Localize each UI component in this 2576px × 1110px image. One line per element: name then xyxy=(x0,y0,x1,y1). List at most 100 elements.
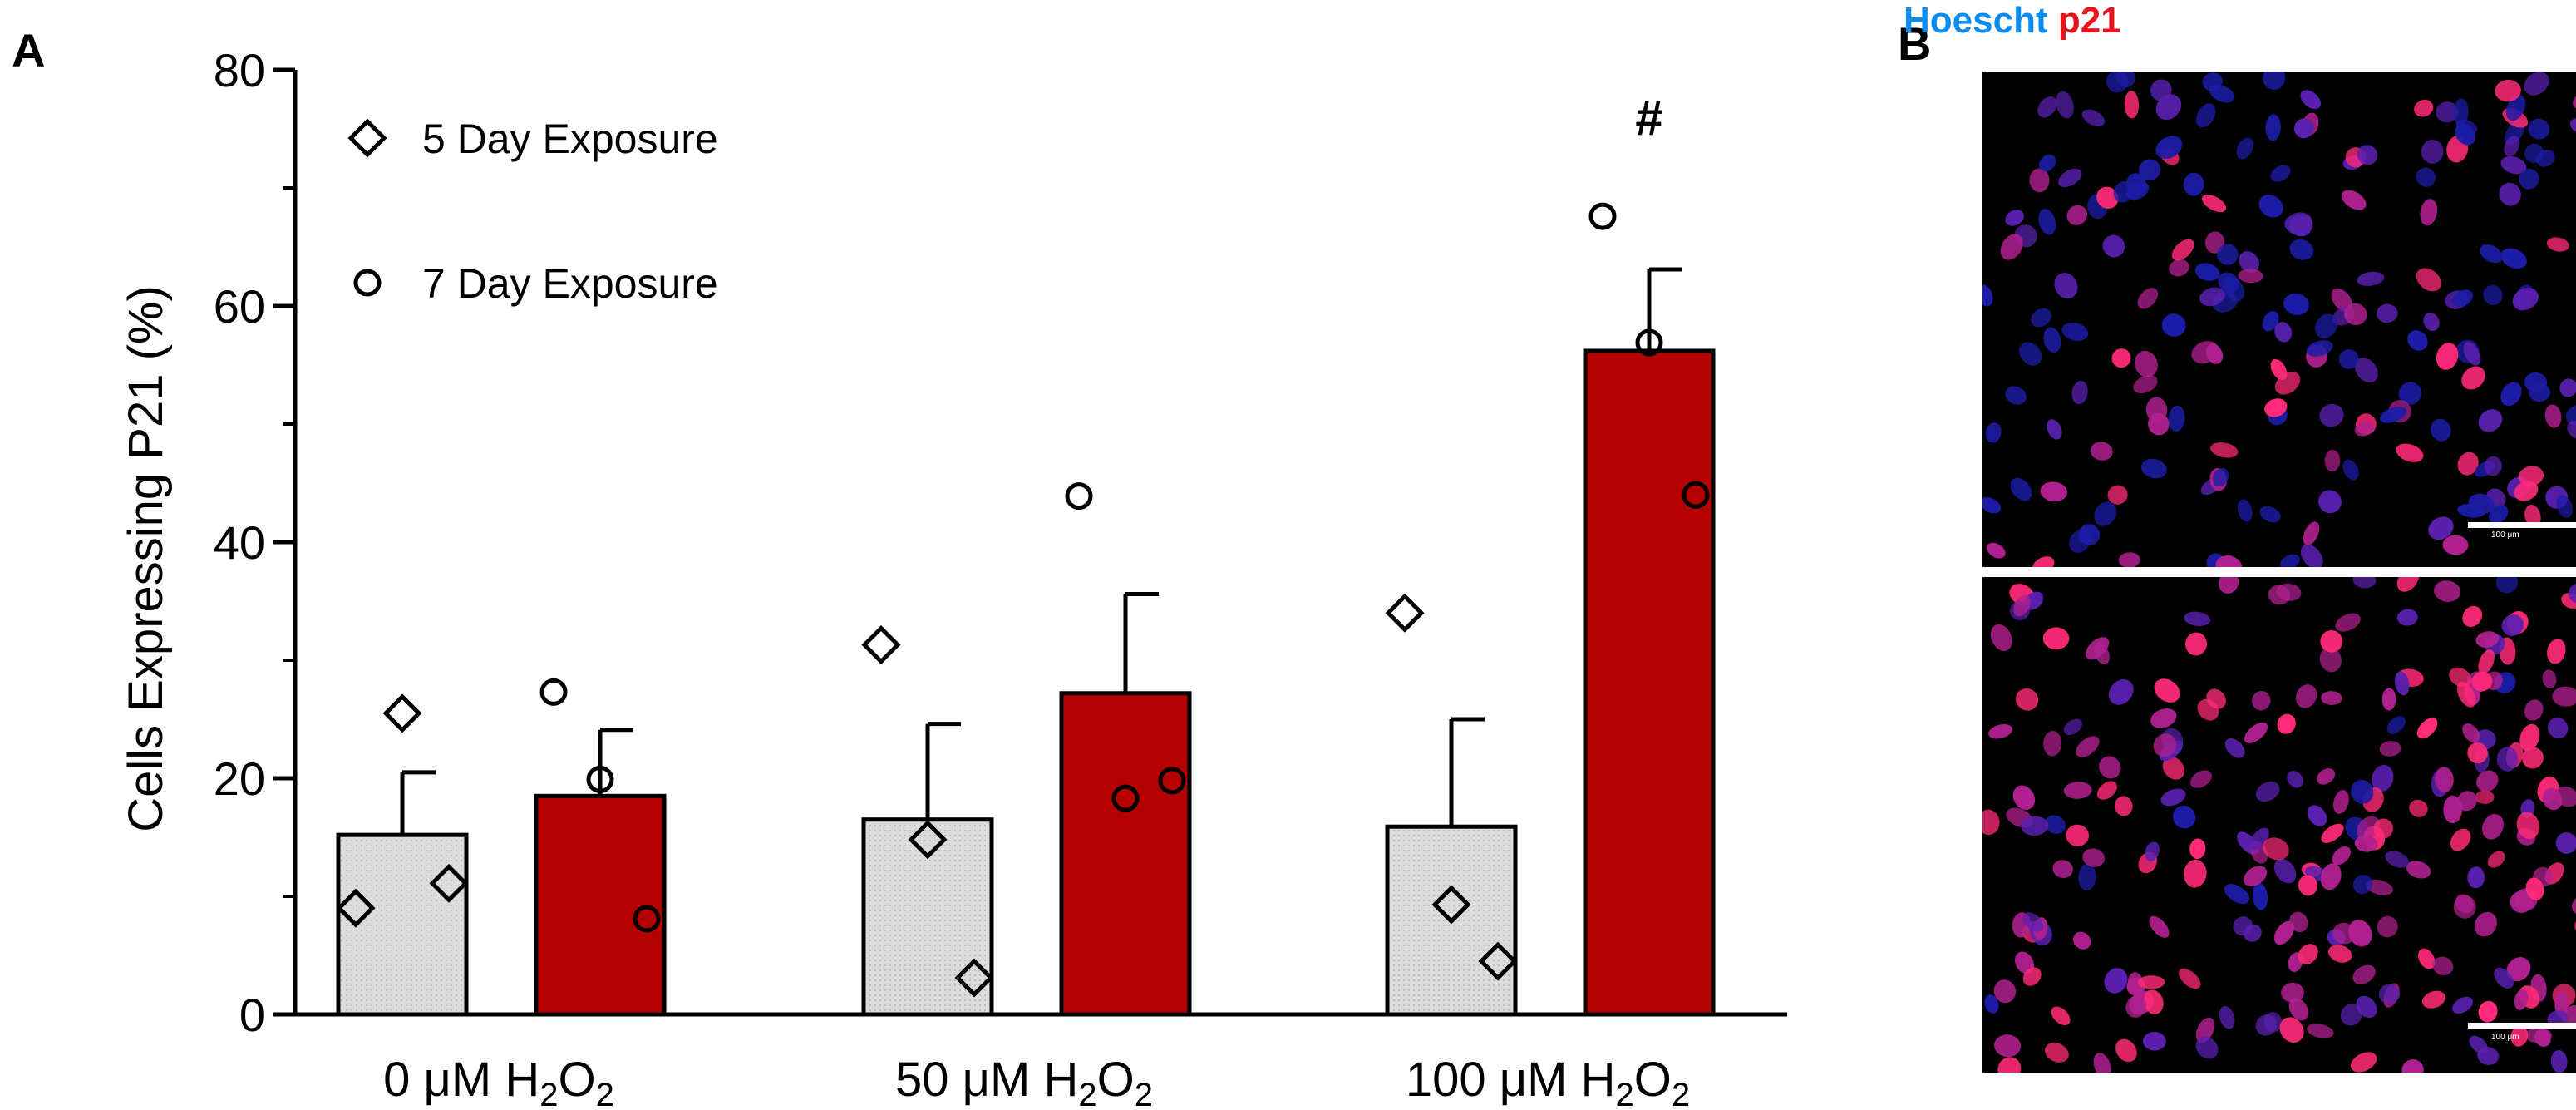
cell-nucleus xyxy=(2133,375,2158,394)
cell-nucleus xyxy=(2478,649,2495,674)
cell-nucleus xyxy=(2462,723,2480,743)
cell-nucleus xyxy=(2270,358,2288,381)
cell-nucleus xyxy=(2496,747,2519,772)
cell-nucleus xyxy=(2478,409,2503,432)
cell-nucleus xyxy=(2434,580,2461,602)
legend-label: 7 Day Exposure xyxy=(422,260,718,307)
micrograph-top-image xyxy=(1982,72,2576,567)
cell-nucleus xyxy=(2237,499,2253,522)
cell-nucleus xyxy=(2320,863,2342,890)
cell-nucleus xyxy=(2114,796,2133,816)
cell-nucleus xyxy=(2239,251,2260,273)
cell-nucleus xyxy=(2516,812,2540,840)
cell-nucleus xyxy=(2172,805,2196,829)
cell-nucleus xyxy=(2552,686,2576,707)
cell-nucleus xyxy=(2248,827,2270,851)
cell-nucleus xyxy=(2514,989,2529,1010)
cell-nucleus xyxy=(2463,342,2481,366)
cell-nucleus xyxy=(2474,911,2498,937)
cell-nucleus xyxy=(2047,419,2062,440)
cell-nucleus xyxy=(2542,669,2557,688)
cell-nucleus xyxy=(2483,284,2503,306)
bar xyxy=(1583,348,1716,1017)
cell-nucleus xyxy=(2314,313,2338,338)
cell-nucleus xyxy=(2559,378,2576,397)
x-category-label: 100 μM H2O2 xyxy=(1406,1053,1690,1110)
cell-nucleus xyxy=(1990,624,2012,651)
cell-nucleus xyxy=(2525,1027,2553,1043)
cell-nucleus xyxy=(2547,639,2566,664)
cell-nucleus xyxy=(2190,770,2212,788)
cell-nucleus xyxy=(2528,118,2550,140)
hoescht-label: Hoescht xyxy=(1904,0,2058,41)
cell-nucleus xyxy=(2150,708,2177,728)
cell-nucleus xyxy=(2052,860,2073,878)
cell-nucleus xyxy=(2319,647,2342,673)
data-point-circle xyxy=(586,765,614,793)
cell-nucleus xyxy=(2488,505,2509,524)
data-point-diamond xyxy=(1431,885,1471,925)
cell-nucleus xyxy=(2038,209,2056,235)
cell-nucleus xyxy=(2467,742,2488,764)
cell-nucleus xyxy=(2476,770,2499,792)
data-point-diamond xyxy=(1478,941,1518,981)
cell-nucleus xyxy=(2453,895,2476,919)
cell-nucleus xyxy=(2148,412,2170,436)
cell-nucleus xyxy=(2487,851,2505,868)
cell-nucleus xyxy=(2096,781,2117,800)
data-point-diamond xyxy=(336,888,376,928)
cell-nucleus xyxy=(2416,268,2441,292)
cell-nucleus xyxy=(2401,1059,2424,1073)
cell-nucleus xyxy=(2056,91,2074,119)
cell-nucleus xyxy=(2066,824,2090,846)
cell-nucleus xyxy=(2118,552,2140,567)
cell-nucleus xyxy=(2467,866,2485,889)
cell-nucleus xyxy=(2307,1024,2334,1038)
cell-nucleus xyxy=(2154,678,2180,703)
cell-nucleus xyxy=(2394,671,2410,696)
cell-nucleus xyxy=(2462,605,2483,627)
cell-nucleus xyxy=(2357,145,2378,165)
cell-nucleus xyxy=(2506,957,2531,982)
cell-nucleus xyxy=(2436,343,2459,370)
cell-nucleus xyxy=(2054,273,2078,299)
cell-nucleus xyxy=(2421,140,2444,164)
cell-nucleus xyxy=(2107,485,2128,505)
cell-nucleus xyxy=(2352,874,2373,895)
cell-nucleus xyxy=(2569,118,2576,136)
cell-nucleus xyxy=(2574,917,2576,936)
significance-annotation: # xyxy=(1635,90,1662,146)
cell-nucleus xyxy=(2219,1005,2235,1029)
cell-nucleus xyxy=(2283,293,2309,316)
data-point-circle xyxy=(1682,481,1710,509)
cell-nucleus xyxy=(2127,972,2143,992)
p21-label: p21 xyxy=(2057,0,2121,41)
cell-nucleus xyxy=(2196,103,2216,128)
cell-nucleus xyxy=(2224,738,2245,758)
cell-nucleus xyxy=(2452,289,2474,307)
cell-nucleus xyxy=(2212,467,2229,487)
cell-nucleus xyxy=(2504,136,2520,157)
cell-nucleus xyxy=(2082,848,2106,867)
data-point-diamond xyxy=(861,625,901,665)
cell-nucleus xyxy=(1984,994,1999,1014)
cell-nucleus xyxy=(2452,996,2473,1014)
cell-nucleus xyxy=(2125,995,2147,1018)
cell-nucleus xyxy=(2081,109,2106,126)
cell-nucleus xyxy=(2183,859,2207,888)
bar xyxy=(336,832,469,1017)
cell-nucleus xyxy=(2355,358,2378,383)
cell-nucleus xyxy=(1982,496,2002,514)
cell-nucleus xyxy=(2259,506,2281,523)
cell-nucleus xyxy=(1982,284,1993,307)
cell-nucleus xyxy=(2423,313,2440,332)
cell-nucleus xyxy=(2347,920,2372,947)
cell-nucleus xyxy=(2420,199,2438,226)
cell-nucleus xyxy=(2381,688,2396,711)
cell-nucleus xyxy=(2281,982,2304,1003)
cell-nucleus xyxy=(2043,730,2062,757)
cell-nucleus xyxy=(2184,611,2211,626)
cell-nucleus xyxy=(2386,716,2406,734)
cell-nucleus xyxy=(2037,96,2057,118)
cell-nucleus xyxy=(2063,718,2083,735)
